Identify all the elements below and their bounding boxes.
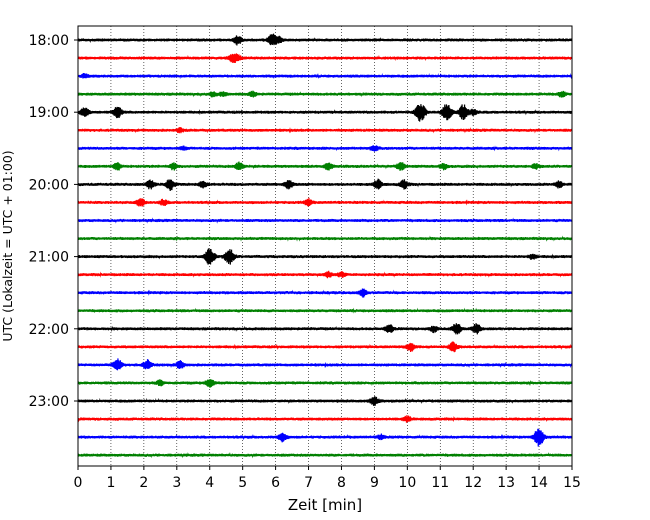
trace-line [77, 178, 573, 192]
trace-line [77, 33, 573, 46]
x-tick-label: 11 [431, 475, 449, 491]
trace-line [77, 288, 573, 298]
x-tick-label: 12 [464, 475, 482, 491]
y-tick-label: 23:00 [29, 394, 69, 410]
trace-line [77, 161, 573, 171]
trace-line [77, 248, 573, 265]
trace-line [77, 428, 573, 447]
trace-line [77, 104, 573, 122]
grid-lines [110, 26, 540, 466]
trace-line [77, 323, 573, 335]
x-tick-label: 15 [563, 475, 581, 491]
y-tick-label: 19:00 [29, 105, 69, 121]
trace-line [77, 358, 573, 371]
trace-line [77, 415, 573, 423]
trace-line [77, 452, 573, 459]
x-tick-label: 8 [337, 475, 346, 491]
trace-line [77, 197, 573, 207]
trace-line [77, 396, 573, 406]
trace-line [77, 72, 573, 80]
trace-line [77, 270, 573, 279]
x-axis-label: Zeit [min] [288, 496, 362, 514]
trace-line [77, 307, 573, 314]
x-tick-label: 13 [497, 475, 515, 491]
trace-line [77, 235, 573, 242]
trace-line [77, 217, 573, 224]
y-tick-label: 22:00 [29, 322, 69, 338]
trace-line [77, 53, 573, 64]
x-axis-ticks: 0 1 2 3 4 5 6 7 8 9 10 11 12 13 14 15 [74, 466, 581, 491]
plot-frame [77, 25, 573, 467]
x-tick-label: 6 [271, 475, 280, 491]
x-tick-label: 10 [398, 475, 416, 491]
trace-line [77, 90, 573, 98]
y-tick-label: 20:00 [29, 177, 69, 193]
y-axis-label: UTC (Lokalzeit = UTC + 01:00) [0, 150, 15, 341]
x-tick-label: 14 [530, 475, 548, 491]
trace-line [77, 379, 573, 388]
seismogram-traces [77, 33, 573, 459]
y-tick-label: 21:00 [29, 250, 69, 266]
x-tick-label: 5 [238, 475, 247, 491]
y-axis-ticks: 18:00 19:00 20:00 21:00 22:00 23:00 [29, 33, 78, 410]
trace-line [77, 145, 573, 152]
y-tick-label: 18:00 [29, 33, 69, 49]
x-tick-label: 0 [74, 475, 83, 491]
x-tick-label: 4 [205, 475, 214, 491]
trace-line [77, 127, 573, 134]
x-tick-label: 1 [106, 475, 115, 491]
trace-line [77, 341, 573, 353]
x-tick-label: 3 [172, 475, 181, 491]
x-tick-label: 9 [370, 475, 379, 491]
x-tick-label: 2 [139, 475, 148, 491]
x-tick-label: 7 [304, 475, 313, 491]
